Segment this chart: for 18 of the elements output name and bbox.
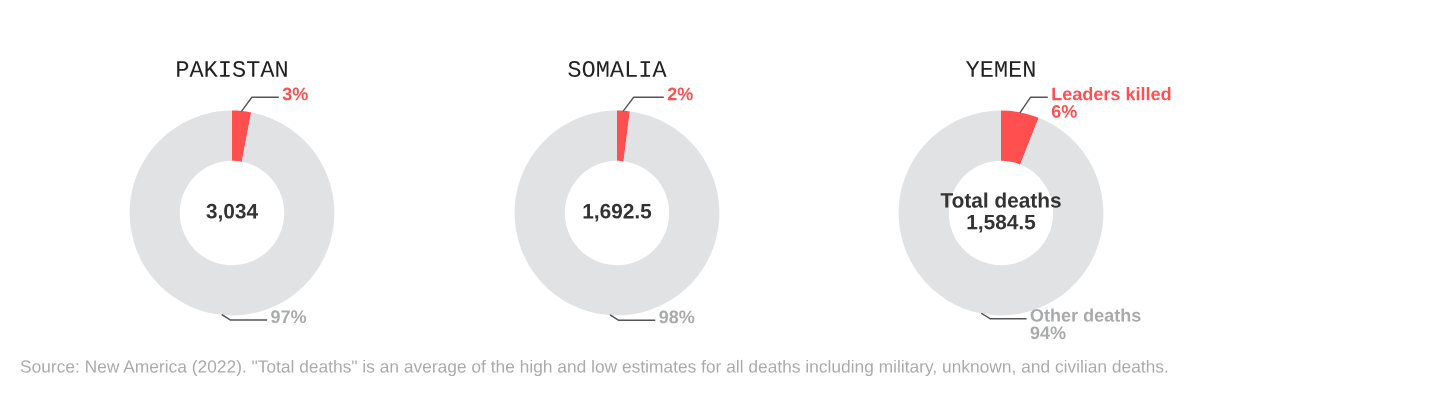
- text: Total deaths 1,584.5: [940, 192, 1061, 233]
- slice-label: Leaders killed: [1052, 87, 1171, 101]
- chart-title: PAKISTAN: [177, 60, 287, 77]
- chart-title: YEMEN: [965, 61, 1035, 77]
- data-label: 98%: [659, 310, 695, 324]
- text: 1,692.5: [583, 203, 652, 222]
- donut-slice: [617, 110, 630, 162]
- data-label: 3%: [282, 87, 308, 101]
- chart-title: SOMALIA: [568, 60, 667, 77]
- data-label: 94%: [1030, 326, 1066, 340]
- slice-label: Other deaths: [1030, 308, 1141, 322]
- data-label: 6%: [1051, 105, 1077, 118]
- text: 3,034: [206, 203, 258, 222]
- data-label: 97%: [271, 310, 307, 324]
- donut-slice: [232, 110, 252, 162]
- data-label: 2%: [667, 87, 693, 101]
- donut-slice: [1001, 110, 1039, 165]
- source-note: Source: New America (2022). "Total deaths" is an average of the high and low estimates for all deaths including military, unknown, and civilian deaths.: [20, 359, 1168, 377]
